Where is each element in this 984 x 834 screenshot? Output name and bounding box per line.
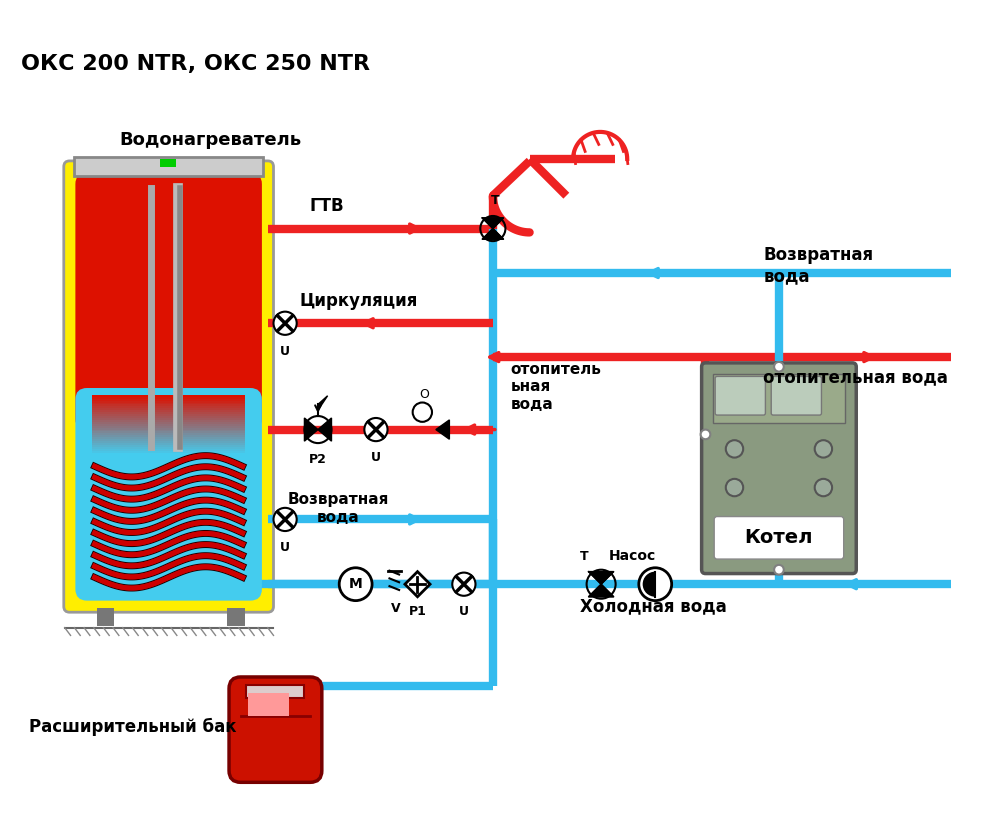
Bar [248, 693, 289, 716]
Bar [246, 685, 304, 698]
Circle shape [774, 362, 784, 372]
Polygon shape [588, 571, 614, 584]
Text: U: U [371, 451, 381, 464]
Text: P2: P2 [309, 453, 327, 465]
FancyBboxPatch shape [64, 161, 274, 612]
Bar [92, 437, 245, 440]
Polygon shape [436, 420, 450, 440]
Text: ОКС 200 NTR, ОКС 250 NTR: ОКС 200 NTR, ОКС 250 NTR [22, 54, 370, 74]
Circle shape [726, 440, 743, 458]
Bar [92, 404, 245, 406]
Bar [92, 416, 245, 418]
Polygon shape [482, 218, 504, 229]
Text: отопительная вода: отопительная вода [764, 369, 949, 387]
Bar [92, 418, 245, 420]
Text: O: O [419, 388, 429, 400]
Circle shape [815, 440, 832, 458]
Text: U: U [280, 344, 290, 358]
Polygon shape [405, 571, 430, 597]
Text: M: M [348, 577, 362, 591]
Bar [92, 424, 245, 425]
Bar [92, 428, 245, 430]
FancyBboxPatch shape [715, 376, 766, 415]
Bar [713, 374, 844, 423]
Bar [92, 414, 245, 416]
Circle shape [274, 312, 297, 335]
Bar [92, 422, 245, 424]
Circle shape [412, 403, 432, 422]
Bar [92, 399, 245, 400]
Text: U: U [280, 540, 290, 554]
Bar [92, 449, 245, 451]
Circle shape [774, 565, 784, 575]
FancyBboxPatch shape [714, 516, 843, 559]
Polygon shape [304, 418, 318, 441]
Bar [92, 403, 245, 404]
Bar [92, 440, 245, 441]
Text: Циркуляция: Циркуляция [299, 292, 418, 309]
Text: Холодная вода: Холодная вода [580, 598, 726, 615]
Polygon shape [318, 418, 332, 441]
Bar [92, 420, 245, 422]
Circle shape [274, 508, 297, 531]
Circle shape [364, 418, 388, 441]
Circle shape [639, 568, 672, 600]
Bar [92, 451, 245, 453]
Bar [92, 447, 245, 449]
Bar [227, 608, 244, 626]
Bar [92, 425, 245, 428]
Bar [160, 159, 176, 167]
Circle shape [815, 479, 832, 496]
FancyBboxPatch shape [229, 677, 322, 782]
Text: T: T [490, 194, 499, 208]
Circle shape [453, 573, 475, 595]
FancyBboxPatch shape [76, 388, 262, 600]
Text: ГТВ: ГТВ [309, 197, 343, 215]
Bar [92, 441, 245, 443]
Text: Возвратная
вода: Возвратная вода [764, 246, 874, 284]
Bar [92, 435, 245, 437]
Bar [92, 409, 245, 410]
Circle shape [726, 479, 743, 496]
Text: T: T [580, 550, 588, 563]
FancyBboxPatch shape [76, 173, 262, 430]
Text: Водонагреватель: Водонагреватель [120, 131, 302, 149]
FancyBboxPatch shape [771, 376, 822, 415]
Bar [92, 397, 245, 399]
Polygon shape [318, 396, 328, 410]
Bar [92, 443, 245, 445]
Text: V: V [392, 601, 401, 615]
Circle shape [701, 430, 710, 440]
Text: Расширительный бак: Расширительный бак [29, 718, 236, 736]
Bar [96, 608, 114, 626]
Bar [92, 445, 245, 447]
Circle shape [339, 568, 372, 600]
Bar [92, 434, 245, 435]
Bar [92, 430, 245, 431]
Text: Возвратная
вода: Возвратная вода [287, 492, 389, 525]
Bar [92, 431, 245, 434]
Bar [92, 410, 245, 412]
Text: отопитель
ьная
вода: отопитель ьная вода [511, 362, 601, 412]
Bar [75, 157, 263, 176]
FancyBboxPatch shape [702, 363, 856, 574]
Polygon shape [588, 584, 614, 597]
Text: Котел: Котел [745, 528, 813, 547]
Wedge shape [643, 571, 655, 597]
Bar [92, 400, 245, 403]
Bar [92, 406, 245, 409]
Bar [92, 412, 245, 414]
Text: P1: P1 [408, 605, 426, 619]
Text: U: U [459, 605, 469, 619]
Polygon shape [482, 229, 504, 239]
Text: Насос: Насос [609, 549, 656, 563]
Bar [92, 394, 245, 397]
